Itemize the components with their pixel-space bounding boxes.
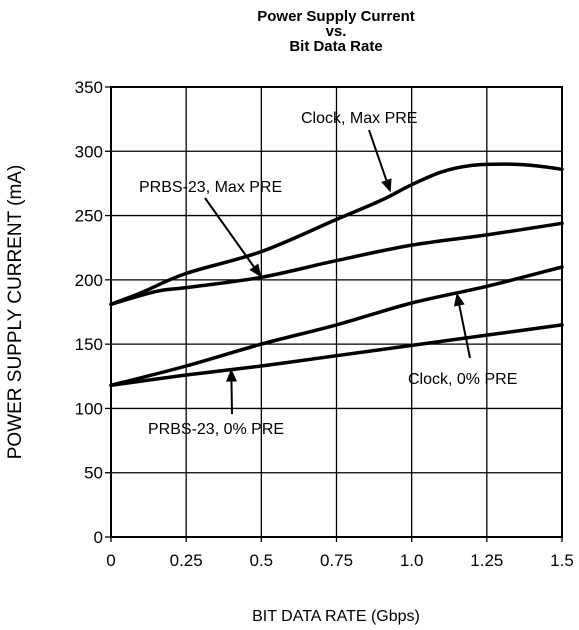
arrow-prbs23-max-pre-head bbox=[249, 263, 262, 278]
chart-title-line-2: vs. bbox=[326, 23, 347, 40]
chart-title-line-3: Bit Data Rate bbox=[289, 38, 382, 55]
x-axis-label: BIT DATA RATE (Gbps) bbox=[252, 608, 420, 625]
x-tick-label: 0.75 bbox=[320, 551, 353, 570]
x-tick-label: 1.0 bbox=[400, 551, 424, 570]
y-tick-label: 300 bbox=[75, 142, 103, 161]
annotation-prbs23-max-pre: PRBS-23, Max PRE bbox=[139, 179, 282, 196]
clock-max-pre-line bbox=[109, 162, 564, 307]
y-tick-label: 200 bbox=[75, 271, 103, 290]
arrow-prbs23-0pct-pre bbox=[230, 381, 233, 415]
x-tick-label: 1.25 bbox=[470, 551, 503, 570]
annotation-clock-max-pre: Clock, Max PRE bbox=[301, 110, 417, 127]
chart-ticks: 0 0.25 0.5 0.75 1.0 1.25 1.5 0 50 100 150 200 250 300… bbox=[75, 78, 574, 570]
arrow-clock-0pct-pre-head bbox=[453, 292, 465, 307]
x-tick-label: 0.5 bbox=[250, 551, 274, 570]
y-tick-label: 150 bbox=[75, 335, 103, 354]
arrow-prbs23-max-pre bbox=[204, 197, 255, 268]
y-tick-label: 250 bbox=[75, 207, 103, 226]
annotation-prbs23-0pct-pre: PRBS-23, 0% PRE bbox=[148, 421, 284, 438]
chart-grid bbox=[111, 87, 562, 537]
arrow-clock-max-pre bbox=[368, 129, 388, 181]
y-tick-label: 50 bbox=[84, 464, 103, 483]
arrow-clock-max-pre-head bbox=[381, 178, 392, 193]
y-tick-label: 350 bbox=[75, 78, 103, 97]
prbs23-0pct-pre-line bbox=[109, 323, 564, 388]
x-tick-label: 0.25 bbox=[170, 551, 203, 570]
chart-title-line-1: Power Supply Current bbox=[257, 8, 415, 25]
clock-0pct-pre-line bbox=[109, 265, 564, 388]
annotation-clock-0pct-pre: Clock, 0% PRE bbox=[408, 371, 517, 388]
arrow-prbs23-0pct-pre-head bbox=[225, 368, 237, 382]
arrow-clock-0pct-pre bbox=[458, 305, 471, 359]
x-tick-label: 0 bbox=[106, 551, 115, 570]
prbs23-max-pre-line bbox=[109, 221, 564, 307]
y-axis-label: POWER SUPPLY CURRENT (mA) bbox=[5, 165, 26, 460]
chart-title: Power Supply Current vs. Bit Data Rate bbox=[257, 8, 415, 55]
y-tick-label: 100 bbox=[75, 399, 103, 418]
y-tick-label: 0 bbox=[94, 528, 103, 547]
chart-annotations: Clock, Max PRE PRBS-23, Max PRE Clock, 0% … bbox=[139, 110, 517, 438]
x-tick-label: 1.5 bbox=[550, 551, 574, 570]
chart-series bbox=[109, 162, 564, 388]
